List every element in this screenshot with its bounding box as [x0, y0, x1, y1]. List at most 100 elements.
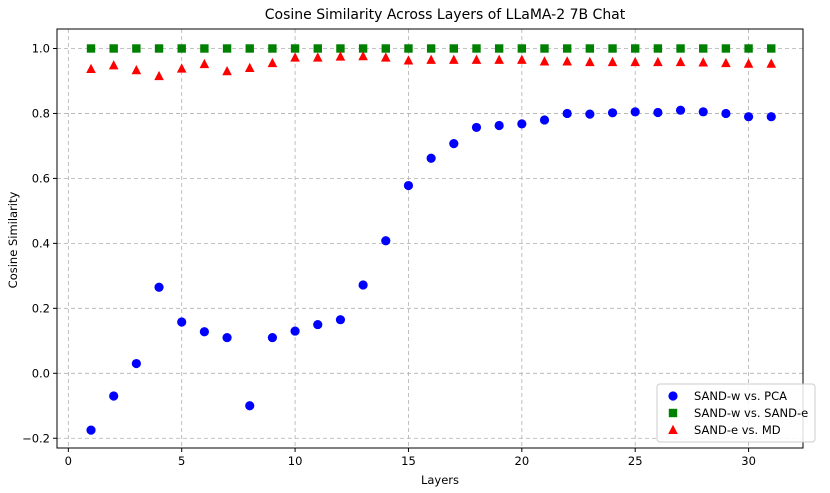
legend-item: SAND-w vs. SAND-e	[668, 406, 808, 420]
legend-marker	[668, 391, 678, 401]
data-point	[494, 44, 504, 53]
data-point	[177, 317, 187, 327]
data-point	[358, 280, 368, 290]
data-point	[562, 108, 572, 119]
data-point	[766, 58, 777, 68]
data-point	[699, 44, 708, 53]
data-point	[199, 58, 210, 69]
data-point	[335, 315, 346, 325]
data-point	[676, 44, 685, 53]
legend-label: SAND-e vs. MD	[694, 423, 781, 437]
data-point	[766, 112, 776, 122]
data-point	[631, 44, 640, 53]
data-point	[471, 122, 482, 133]
data-point	[653, 56, 663, 67]
data-point	[562, 44, 572, 53]
data-point	[675, 105, 686, 115]
data-point	[290, 326, 300, 336]
data-point	[109, 391, 119, 401]
data-point	[268, 44, 277, 53]
legend-box	[656, 383, 816, 443]
y-axis-label: Cosine Similarity	[6, 191, 20, 288]
data-point	[267, 332, 278, 343]
series-2	[86, 44, 776, 53]
data-point	[245, 401, 255, 411]
data-point	[381, 236, 391, 246]
data-point	[199, 327, 209, 337]
y-tick-label: −0.2	[22, 431, 50, 445]
data-point	[176, 63, 187, 73]
data-point	[244, 62, 255, 72]
data-points	[86, 44, 777, 435]
legend-marker	[668, 408, 678, 418]
legend-item: SAND-w vs. PCA	[668, 389, 787, 403]
data-point	[517, 54, 527, 64]
data-point	[698, 57, 709, 67]
data-point	[449, 54, 459, 64]
x-axis-label: Layers	[421, 473, 459, 487]
data-point	[403, 180, 414, 191]
data-point	[494, 54, 504, 64]
data-point	[154, 70, 164, 81]
x-tick-label: 15	[401, 454, 416, 468]
data-point	[426, 44, 436, 53]
x-tick-label: 5	[178, 454, 185, 468]
data-point	[154, 282, 164, 292]
data-point	[767, 44, 776, 53]
legend-item: SAND-e vs. MD	[668, 423, 781, 437]
plot-frame	[56, 28, 804, 449]
data-point	[585, 56, 595, 67]
data-point	[86, 63, 96, 73]
data-point	[517, 44, 527, 53]
data-point	[607, 108, 618, 118]
data-point	[358, 51, 368, 61]
data-point	[131, 65, 142, 75]
data-point	[743, 58, 754, 68]
data-point	[721, 108, 731, 119]
data-point	[109, 44, 118, 53]
data-point	[177, 44, 186, 53]
y-tick-label: 0.4	[32, 236, 50, 250]
x-tick-label: 10	[288, 454, 303, 468]
data-point	[539, 115, 550, 125]
data-point	[653, 107, 663, 118]
data-point	[86, 425, 96, 435]
y-tick-label: 1.0	[32, 41, 50, 55]
data-point	[449, 44, 459, 53]
data-point	[721, 57, 731, 68]
data-point	[449, 139, 459, 149]
series-3	[86, 51, 777, 81]
data-point	[313, 319, 323, 330]
data-point	[222, 44, 232, 53]
axis-ticks: 0 5 10 15 20 25 30 −0.2 0.0 0.2 0.4 0.6 0.8 1.0	[22, 41, 756, 468]
data-point	[472, 44, 481, 53]
data-point	[562, 56, 572, 66]
data-point	[222, 66, 232, 76]
data-point	[539, 56, 550, 66]
data-point	[245, 44, 254, 53]
data-point	[312, 52, 323, 62]
data-point	[131, 358, 141, 369]
data-point	[721, 44, 731, 53]
legend-label: SAND-w vs. SAND-e	[694, 406, 808, 420]
series-1	[86, 105, 776, 435]
y-tick-label: 0.2	[32, 301, 50, 315]
data-point	[404, 44, 413, 53]
y-tick-label: 0.0	[32, 366, 50, 380]
data-point	[222, 332, 232, 343]
data-point	[86, 44, 96, 53]
data-point	[426, 54, 436, 64]
data-point	[426, 153, 436, 163]
data-point	[154, 44, 164, 53]
y-tick-label: 0.6	[32, 171, 50, 185]
data-point	[108, 60, 119, 70]
legend: SAND-w vs. PCA SAND-w vs. SAND-e SAND-e vs…	[656, 383, 816, 443]
x-tick-label: 0	[65, 454, 72, 468]
data-point	[290, 52, 300, 62]
data-point	[608, 44, 617, 53]
data-point	[517, 119, 527, 129]
data-point	[381, 44, 390, 53]
data-point	[744, 44, 753, 53]
data-point	[335, 51, 346, 61]
